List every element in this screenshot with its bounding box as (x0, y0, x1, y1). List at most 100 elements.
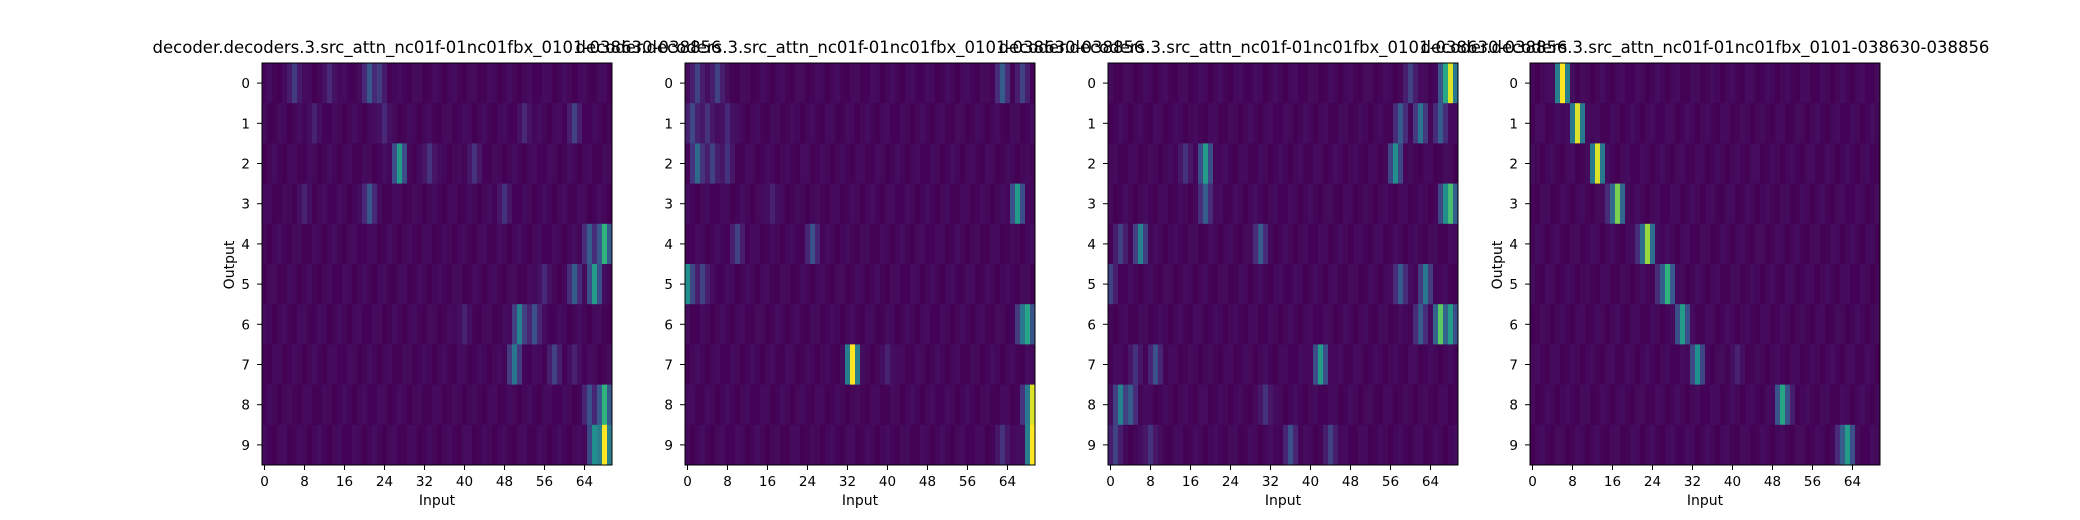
heatmap-cell (532, 63, 538, 104)
heatmap-cell (1148, 344, 1154, 385)
heatmap-cell (870, 264, 876, 305)
heatmap-cell (1223, 223, 1229, 265)
heatmap-cell (1338, 103, 1344, 144)
heatmap-cell (780, 264, 786, 305)
heatmap-cell (895, 103, 901, 144)
heatmap-cell (402, 63, 408, 104)
heatmap-cell (1750, 143, 1756, 184)
heatmap-cell (1825, 344, 1831, 385)
heatmap-cell (1198, 264, 1204, 305)
heatmap-cell (1188, 344, 1194, 385)
heatmap-cell (935, 264, 941, 305)
heatmap-cell (1545, 143, 1551, 184)
heatmap-cell (307, 103, 313, 144)
heatmap-cell (1318, 264, 1324, 305)
heatmap-cell (1408, 143, 1414, 184)
heatmap-cell (1565, 63, 1571, 104)
heatmap-cell (1298, 424, 1304, 466)
heatmap-cell (347, 264, 353, 305)
heatmap-cell (1845, 223, 1851, 265)
heatmap-cell (447, 223, 453, 265)
heatmap-cell (287, 103, 293, 144)
heatmap-cell (1565, 223, 1571, 265)
heatmap-cell (1530, 264, 1536, 305)
heatmap-cell (745, 183, 751, 225)
heatmap-cell (1133, 103, 1139, 144)
heatmap-cell (1775, 344, 1781, 385)
heatmap-cell (1845, 143, 1851, 184)
heatmap-cell (1383, 223, 1389, 265)
heatmap-cell (362, 103, 368, 144)
heatmap-cell (1810, 63, 1816, 104)
heatmap-cell (1790, 424, 1796, 466)
heatmap-cell (1665, 264, 1671, 305)
heatmap-cell (1000, 304, 1006, 345)
heatmap-cell (1443, 264, 1449, 305)
x-tick-label: 0 (683, 474, 692, 490)
heatmap-cell (272, 103, 278, 144)
heatmap-cell (1610, 223, 1616, 265)
heatmap-cell (955, 264, 961, 305)
heatmap-cell (1535, 344, 1541, 385)
heatmap-cell (770, 264, 776, 305)
heatmap-cell (950, 103, 956, 144)
heatmap-cell (1585, 183, 1591, 225)
heatmap-cell (770, 143, 776, 184)
heatmap-cell (592, 424, 598, 466)
heatmap-cell (1453, 63, 1459, 104)
heatmap-cell (1288, 183, 1294, 225)
heatmap-cell (960, 264, 966, 305)
heatmap-cell (267, 63, 273, 104)
heatmap-cell (262, 264, 268, 305)
heatmap-cell (1308, 143, 1314, 184)
heatmap-cell (1408, 63, 1414, 104)
heatmap-cell (297, 384, 303, 426)
heatmap-cell (462, 384, 468, 426)
heatmap-cell (1248, 384, 1254, 426)
heatmap-cell (1840, 223, 1846, 265)
heatmap-cell (517, 103, 523, 144)
heatmap-cell (1000, 424, 1006, 466)
heatmap-cell (840, 103, 846, 144)
heatmap-cell (800, 143, 806, 184)
heatmap-cell (1655, 384, 1661, 426)
heatmap-cell (1705, 384, 1711, 426)
heatmap-cell (845, 223, 851, 265)
heatmap-cell (1193, 63, 1199, 104)
heatmap-cell (1308, 103, 1314, 144)
heatmap-cell (1318, 63, 1324, 104)
heatmap-cell (1193, 183, 1199, 225)
heatmap-cell (1530, 384, 1536, 426)
heatmap-cell (342, 143, 348, 184)
heatmap-cell (945, 103, 951, 144)
heatmap-cell (552, 264, 558, 305)
heatmap-cell (1308, 63, 1314, 104)
heatmap-cell (1418, 223, 1424, 265)
heatmap-cell (980, 183, 986, 225)
heatmap-cell (750, 384, 756, 426)
heatmap-cell (302, 143, 308, 184)
heatmap-cell (1725, 183, 1731, 225)
heatmap-cell (1555, 344, 1561, 385)
heatmap-cell (1870, 344, 1876, 385)
heatmap-cell (995, 304, 1001, 345)
heatmap-cell (1620, 264, 1626, 305)
heatmap-cell (1870, 264, 1876, 305)
heatmap-cell (1805, 424, 1811, 466)
heatmap-cell (1635, 63, 1641, 104)
heatmap-cell (387, 264, 393, 305)
heatmap-cell (1113, 143, 1119, 184)
heatmap-cell (327, 183, 333, 225)
x-tick-label: 56 (959, 474, 976, 490)
heatmap-cell (577, 103, 583, 144)
heatmap-cell (995, 344, 1001, 385)
heatmap-cell (602, 223, 608, 265)
heatmap-cell (1595, 63, 1601, 104)
heatmap-cell (855, 183, 861, 225)
heatmap-cell (302, 63, 308, 104)
heatmap-cell (1755, 63, 1761, 104)
heatmap-cell (1790, 223, 1796, 265)
heatmap-cell (1720, 143, 1726, 184)
heatmap-cell (1630, 143, 1636, 184)
heatmap-cell (1163, 264, 1169, 305)
